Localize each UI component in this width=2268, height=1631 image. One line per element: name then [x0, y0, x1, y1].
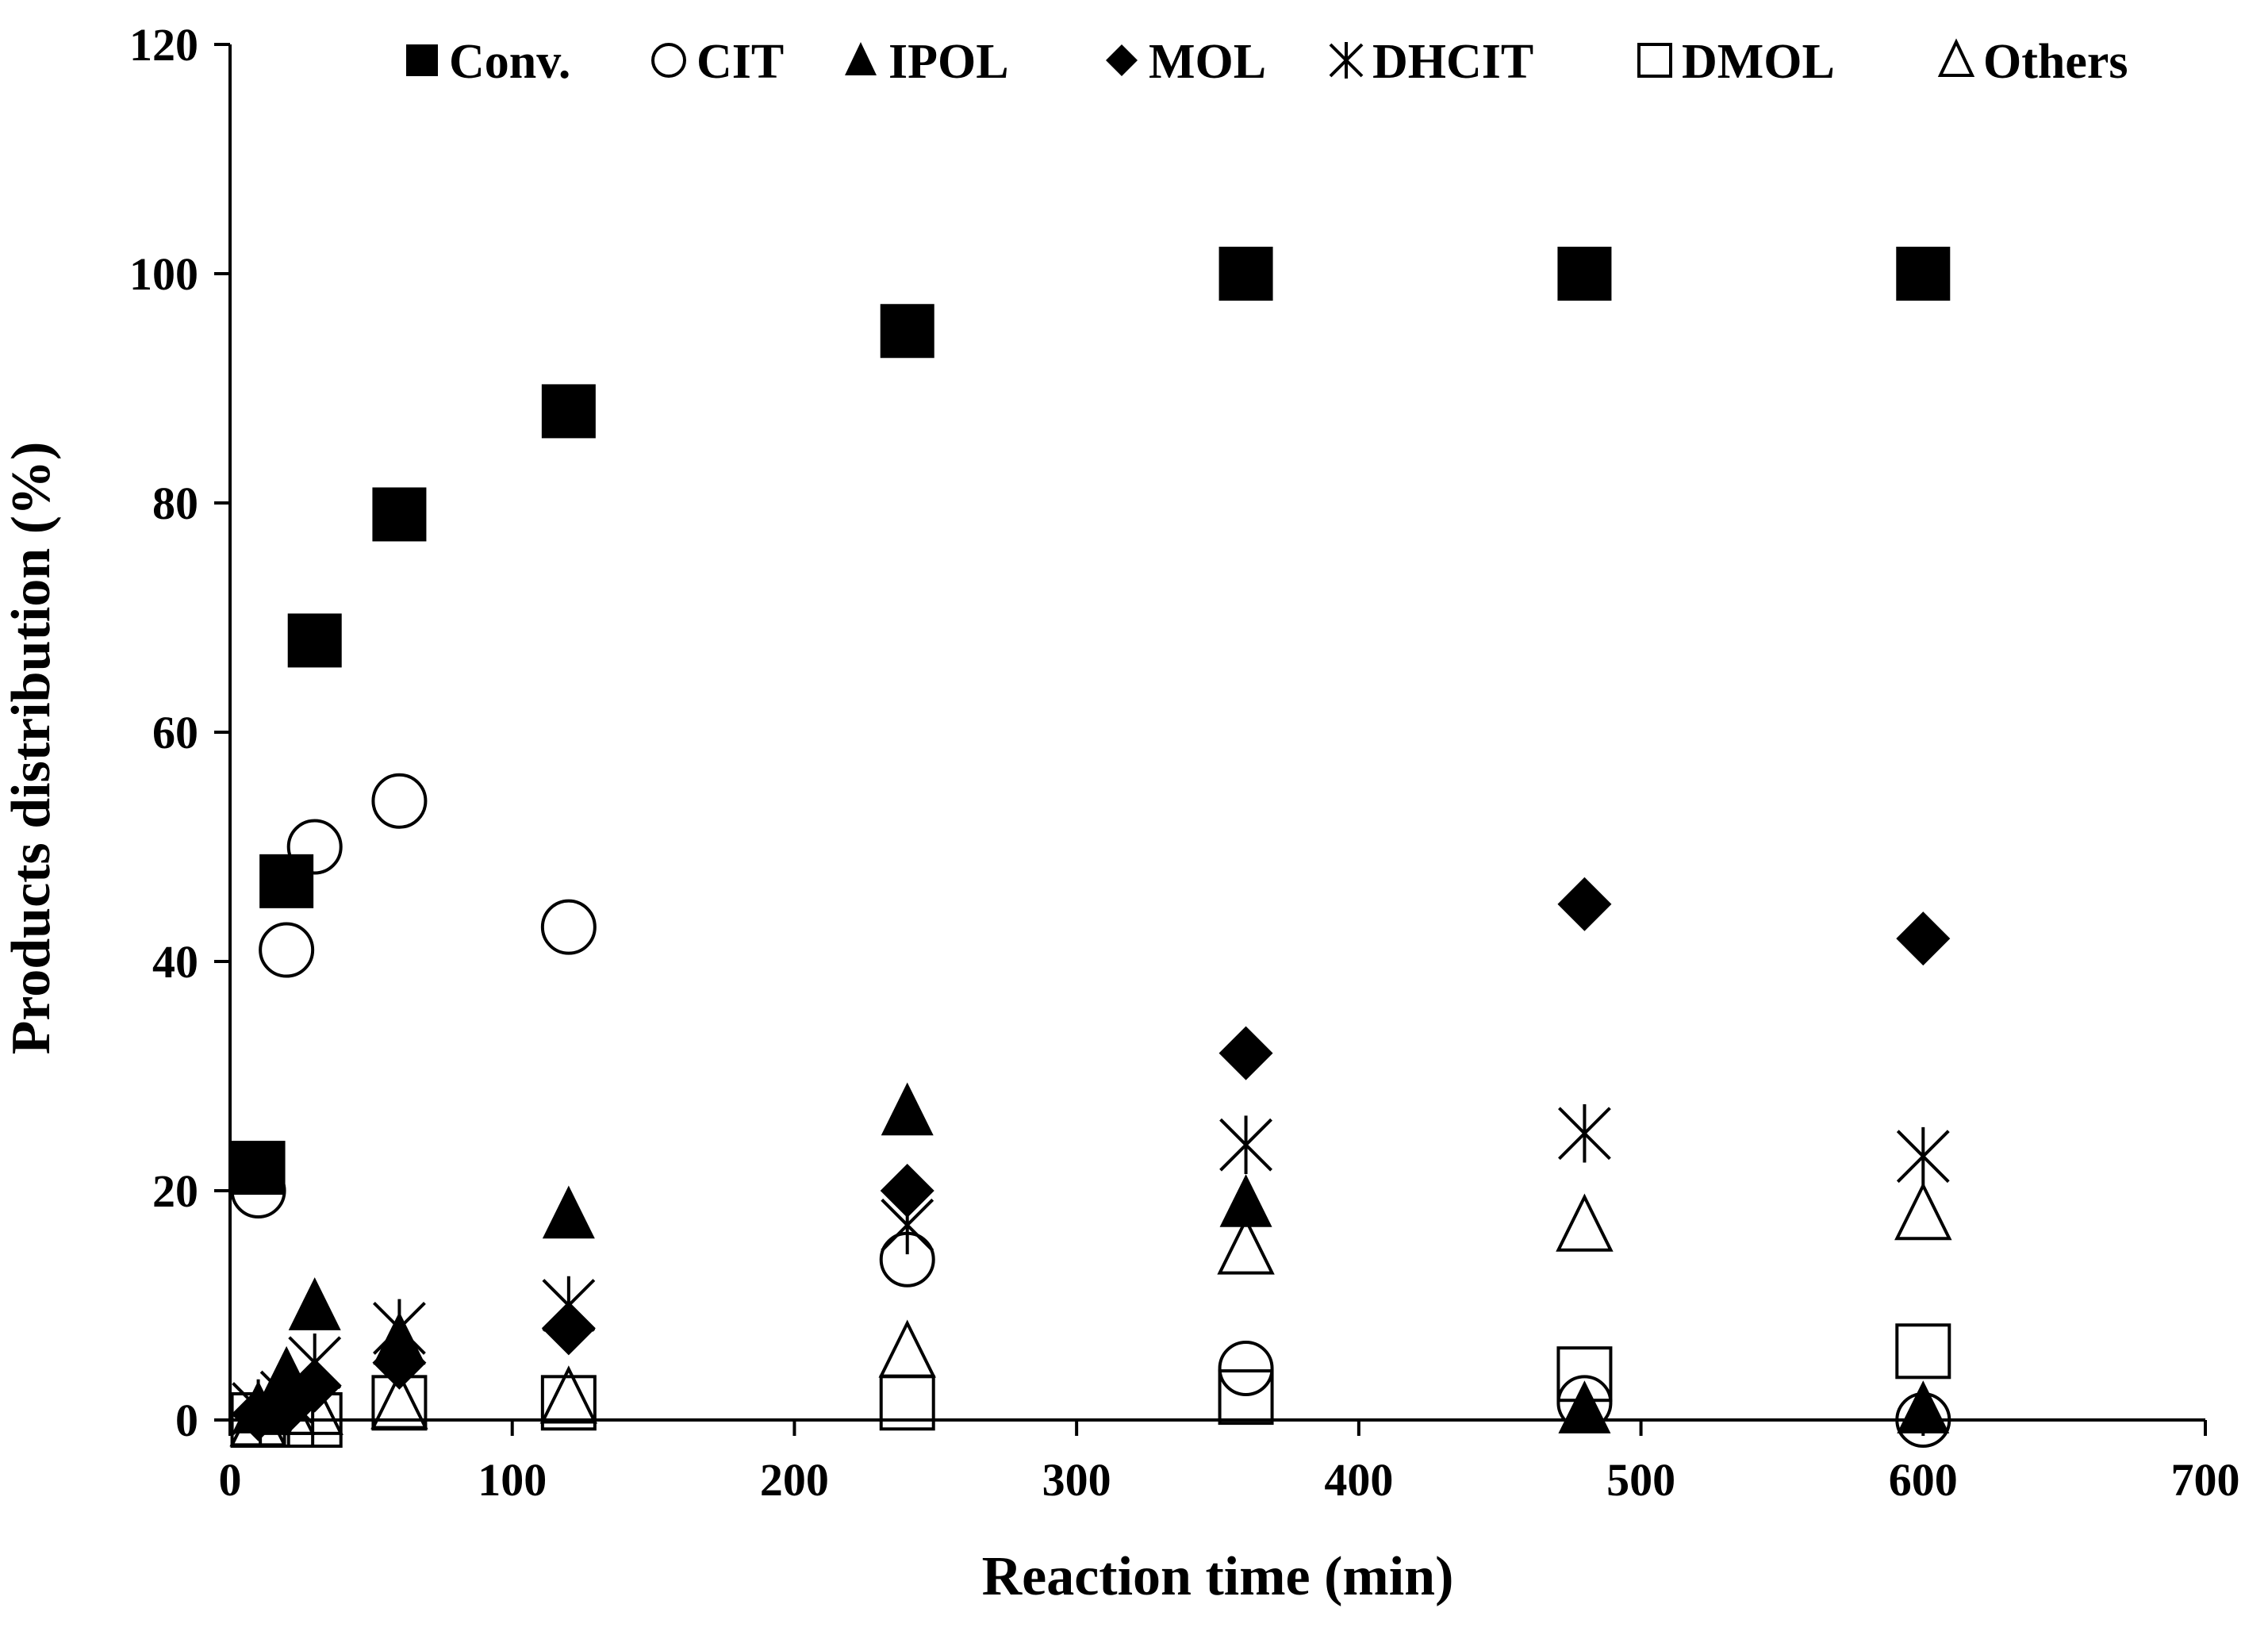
y-tick-label: 100 [129, 248, 198, 300]
data-point [1556, 1193, 1614, 1252]
data-point [1894, 1182, 1952, 1241]
data-point [286, 819, 343, 875]
data-point [1219, 1115, 1272, 1174]
data-point [373, 1299, 426, 1358]
legend-marker [845, 42, 877, 75]
y-tick-label: 0 [175, 1395, 198, 1446]
x-tick-label: 0 [219, 1454, 242, 1506]
data-point [539, 1365, 598, 1424]
data-point [1218, 247, 1273, 301]
series-cit [230, 773, 1951, 1448]
series-mol [231, 877, 1951, 1441]
data-point [1217, 1216, 1275, 1275]
data-point [541, 384, 596, 439]
series-conv [231, 247, 1951, 1195]
data-point [229, 1388, 287, 1447]
data-point [1897, 1380, 1950, 1433]
y-tick-label: 120 [129, 19, 198, 71]
x-tick-label: 100 [478, 1454, 547, 1506]
data-point [286, 1376, 343, 1435]
data-point [287, 613, 342, 668]
legend-marker [1329, 42, 1364, 79]
y-tick-label: 60 [152, 707, 198, 758]
data-point [372, 487, 427, 542]
axes [214, 43, 2207, 1436]
legend-item: CIT [651, 35, 784, 89]
data-point [230, 1163, 286, 1218]
data-point [231, 1141, 286, 1195]
tick-labels: 0 20 40 60 80 100 120 0 100 200 300 400 500 600 700 [129, 19, 2240, 1506]
x-tick-label: 500 [1606, 1454, 1675, 1506]
legend-item: Conv. [406, 35, 570, 89]
legend-item: DHCIT [1329, 35, 1533, 89]
data-point [1557, 877, 1612, 931]
data-point [257, 1376, 316, 1435]
legend-label: DMOL [1682, 35, 1835, 89]
legend: Conv. CIT IPOL MOL DHCIT DMOL Others [406, 35, 2128, 89]
legend-marker [406, 44, 438, 76]
legend-marker [1637, 43, 1672, 78]
x-axis-title: Reaction time (min) [982, 1546, 1454, 1607]
y-tick-label: 40 [152, 936, 198, 988]
data-point [1895, 1323, 1951, 1380]
x-tick-label: 600 [1889, 1454, 1958, 1506]
data-point [1218, 1026, 1273, 1080]
data-point [259, 854, 314, 908]
series-dhcit [232, 1103, 1950, 1438]
data-point [288, 1277, 341, 1330]
data-point [881, 1082, 934, 1136]
legend-label: IPOL [888, 35, 1009, 89]
x-tick-label: 400 [1324, 1454, 1393, 1506]
data-point [540, 1375, 597, 1431]
x-tick-label: 300 [1042, 1454, 1111, 1506]
legend-label: DHCIT [1372, 35, 1533, 89]
legend-label: MOL [1149, 35, 1266, 89]
legend-item: MOL [1106, 35, 1266, 89]
series-others [229, 1182, 1952, 1447]
y-tick-label: 80 [152, 478, 198, 529]
data-point [1558, 1103, 1611, 1163]
legend-marker [1106, 44, 1138, 76]
data-point [542, 1185, 595, 1239]
data-point [286, 1392, 343, 1448]
legend-item: Others [1937, 35, 2128, 89]
data-point [1896, 247, 1951, 301]
data-point [1896, 1126, 1950, 1186]
data-point [878, 1319, 936, 1378]
data-point [1556, 1346, 1613, 1403]
data-points [229, 247, 1952, 1448]
legend-item: IPOL [845, 35, 1009, 89]
legend-label: Others [1983, 35, 2128, 89]
data-point [1896, 911, 1951, 966]
data-point [880, 1164, 934, 1218]
data-point [259, 922, 315, 978]
x-tick-label: 200 [760, 1454, 829, 1506]
x-tick-label: 700 [2171, 1454, 2240, 1506]
data-point [542, 1276, 596, 1335]
series-dmol [230, 1323, 1951, 1448]
data-point [370, 1371, 428, 1430]
series-ipol [232, 1082, 1950, 1433]
data-point [880, 304, 934, 359]
legend-item: DMOL [1637, 35, 1835, 89]
data-point [1218, 1340, 1274, 1396]
axis-titles: Reaction time (min) Products distributio… [1, 442, 1453, 1607]
data-point [540, 899, 597, 955]
data-point [1218, 1369, 1274, 1426]
y-axis-title: Products distribution (%) [1, 442, 62, 1055]
data-point [881, 1195, 934, 1255]
data-point [1219, 1174, 1272, 1227]
legend-label: Conv. [449, 35, 570, 89]
data-point [1558, 1380, 1611, 1433]
data-point [1557, 247, 1612, 301]
data-point [371, 773, 428, 829]
legend-label: CIT [697, 35, 784, 89]
y-tick-label: 20 [152, 1165, 198, 1217]
legend-marker [651, 43, 686, 78]
legend-marker [1937, 38, 1975, 77]
